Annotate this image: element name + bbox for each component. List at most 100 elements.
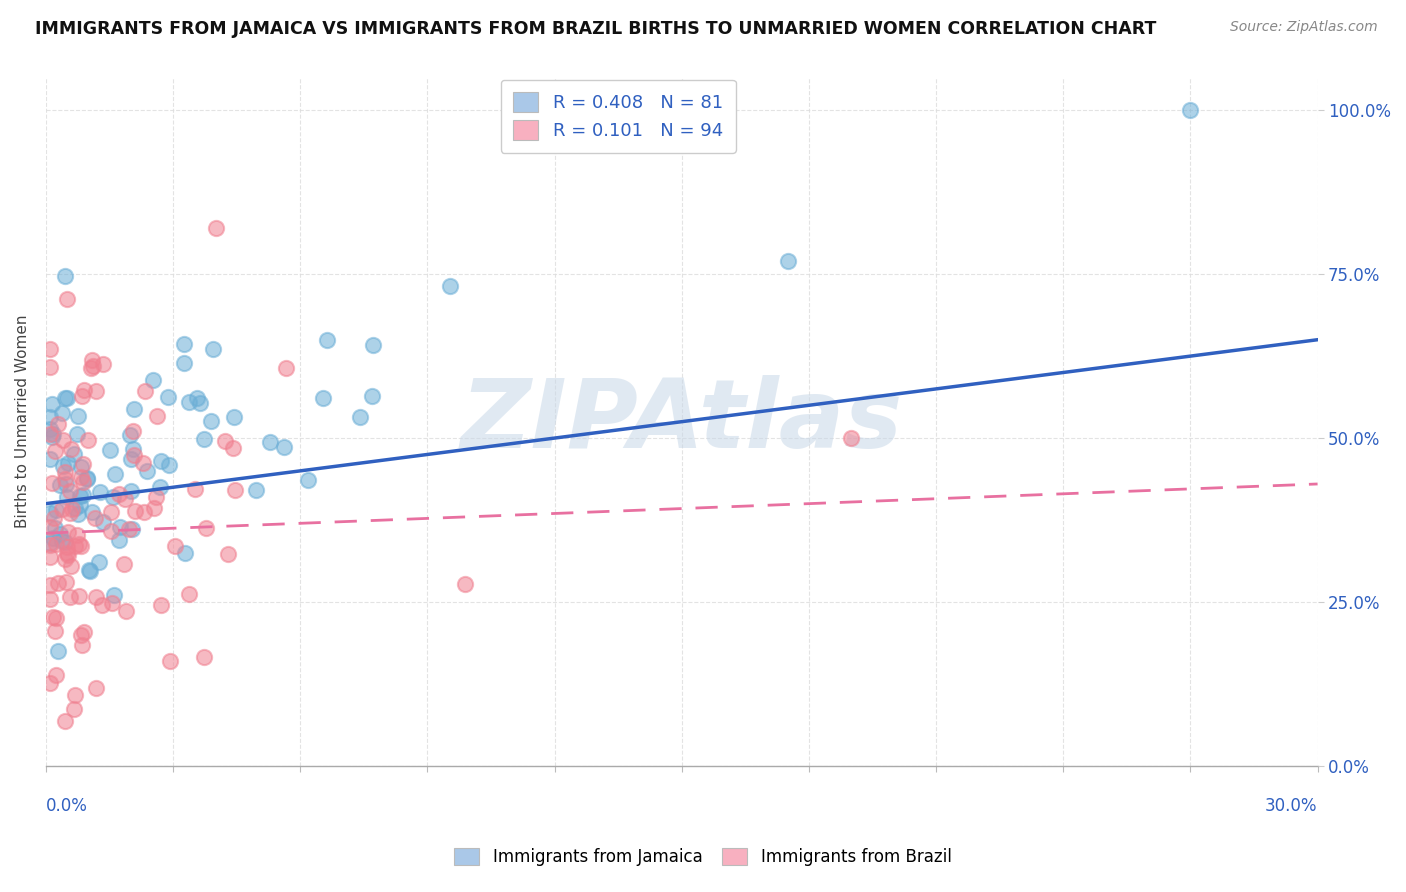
Point — [146, 409, 169, 423]
Point — [58, 525, 80, 540]
Point — [59, 483, 82, 498]
Point — [179, 587, 201, 601]
Point — [41, 430, 63, 444]
Point — [62, 701, 84, 715]
Legend: R = 0.408   N = 81, R = 0.101   N = 94: R = 0.408 N = 81, R = 0.101 N = 94 — [501, 79, 735, 153]
Point — [39, 578, 62, 592]
Point — [39, 342, 62, 356]
Point — [118, 427, 141, 442]
Point — [44, 610, 66, 624]
Text: 0.0%: 0.0% — [46, 797, 87, 814]
Point — [136, 464, 159, 478]
Point — [42, 427, 65, 442]
Text: Source: ZipAtlas.com: Source: ZipAtlas.com — [1230, 20, 1378, 34]
Point — [186, 391, 208, 405]
Point — [124, 448, 146, 462]
Point — [42, 531, 65, 545]
Point — [145, 490, 167, 504]
Point — [51, 502, 73, 516]
Point — [41, 475, 63, 490]
Point — [76, 433, 98, 447]
Point — [91, 516, 114, 530]
Point — [222, 409, 245, 424]
Point — [39, 507, 62, 521]
Point — [46, 417, 69, 431]
Point — [65, 500, 87, 515]
Point — [122, 442, 145, 456]
Point — [273, 440, 295, 454]
Point — [45, 537, 67, 551]
Point — [142, 501, 165, 516]
Point — [174, 546, 197, 560]
Point — [44, 624, 66, 638]
Point — [39, 539, 62, 553]
Point — [39, 676, 62, 690]
Point — [121, 522, 143, 536]
Point — [60, 442, 83, 456]
Point — [79, 564, 101, 578]
Point — [39, 426, 62, 441]
Point — [69, 489, 91, 503]
Point — [361, 338, 384, 352]
Point — [39, 360, 62, 375]
Point — [108, 486, 131, 500]
Point — [204, 221, 226, 235]
Point — [159, 654, 181, 668]
Point — [63, 447, 86, 461]
Point — [103, 588, 125, 602]
Point — [194, 520, 217, 534]
Point — [80, 505, 103, 519]
Point — [60, 559, 83, 574]
Point — [89, 485, 111, 500]
Point — [108, 533, 131, 547]
Point — [84, 510, 107, 524]
Point — [55, 546, 77, 560]
Point — [142, 373, 165, 387]
Point — [149, 480, 172, 494]
Point — [55, 490, 77, 504]
Point — [91, 357, 114, 371]
Text: IMMIGRANTS FROM JAMAICA VS IMMIGRANTS FROM BRAZIL BIRTHS TO UNMARRIED WOMEN CORR: IMMIGRANTS FROM JAMAICA VS IMMIGRANTS FR… — [35, 20, 1157, 37]
Point — [163, 539, 186, 553]
Point — [84, 681, 107, 696]
Point — [69, 498, 91, 512]
Point — [53, 472, 76, 486]
Point — [120, 483, 142, 498]
Point — [53, 714, 76, 728]
Point — [39, 549, 62, 564]
Point — [46, 644, 69, 658]
Point — [100, 596, 122, 610]
Point — [80, 360, 103, 375]
Point — [103, 490, 125, 504]
Point — [77, 563, 100, 577]
Point — [73, 383, 96, 397]
Point — [55, 477, 77, 491]
Point — [39, 536, 62, 550]
Point — [53, 466, 76, 480]
Point — [72, 488, 94, 502]
Point — [1180, 103, 1202, 118]
Point — [44, 443, 66, 458]
Point — [53, 391, 76, 405]
Point — [72, 475, 94, 490]
Point — [184, 482, 207, 496]
Point — [53, 269, 76, 284]
Point — [51, 406, 73, 420]
Point — [63, 539, 86, 553]
Point — [39, 422, 62, 436]
Point — [69, 539, 91, 553]
Point — [67, 409, 90, 424]
Point — [39, 452, 62, 467]
Point — [360, 389, 382, 403]
Point — [173, 356, 195, 370]
Point — [55, 391, 77, 405]
Point — [42, 510, 65, 524]
Point — [118, 522, 141, 536]
Point — [259, 435, 281, 450]
Point — [776, 254, 799, 268]
Point — [51, 534, 73, 549]
Point — [122, 401, 145, 416]
Point — [67, 589, 90, 603]
Point — [53, 552, 76, 566]
Point — [87, 556, 110, 570]
